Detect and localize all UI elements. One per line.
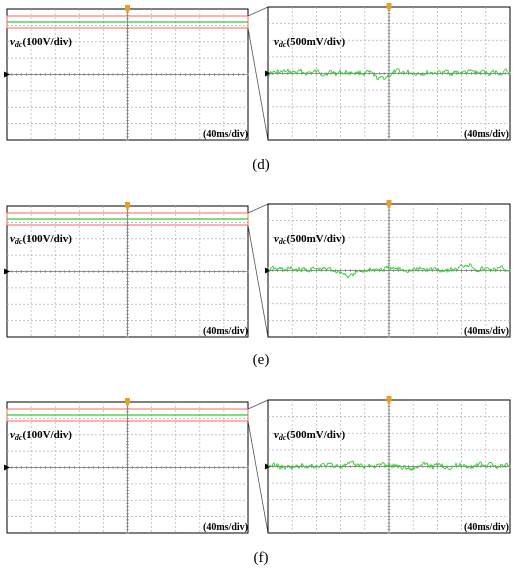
zoom-connector-top — [247, 6, 269, 17]
left-timebase-label: (40ms/div) — [203, 129, 248, 140]
left-scale-label: vdc(100V/div) — [10, 36, 72, 49]
oscilloscope-pair: vdc(100V/div) vdc(500mV/div) (40ms/div) … — [0, 197, 522, 342]
trigger-marker — [125, 398, 130, 406]
zoomed-voltage-trace — [267, 262, 511, 280]
zoom-connector-bottom — [247, 27, 269, 141]
trigger-marker — [125, 202, 130, 210]
figure-panel-d: vdc(100V/div) vdc(500mV/div) (40ms/div) … — [0, 0, 522, 190]
scope-svg — [4, 200, 511, 338]
trigger-marker — [386, 200, 392, 208]
zoom-connector-top — [247, 203, 269, 214]
right-timebase-label: (40ms/div) — [464, 129, 509, 140]
panel-caption: (e) — [252, 352, 270, 368]
left-timebase-label: (40ms/div) — [203, 326, 248, 337]
right-scale-label: vdc(500mV/div) — [274, 233, 346, 246]
zoom-connector-bottom — [247, 420, 269, 534]
zoomed-voltage-trace — [267, 68, 511, 81]
zoom-connector-top — [247, 399, 269, 410]
left-timebase-label: (40ms/div) — [203, 522, 248, 533]
ground-marker — [265, 70, 271, 77]
oscilloscope-pair: vdc(100V/div) vdc(500mV/div) (40ms/div) … — [0, 393, 522, 538]
panel-caption: (f) — [253, 550, 269, 566]
left-scope-screen — [4, 5, 249, 141]
right-timebase-label: (40ms/div) — [464, 522, 509, 533]
ground-marker — [265, 267, 271, 274]
scope-svg — [4, 396, 511, 534]
right-scale-label: vdc(500mV/div) — [274, 36, 346, 49]
scope-svg — [4, 3, 511, 141]
left-scope-screen — [4, 202, 249, 338]
figure-panel-f: vdc(100V/div) vdc(500mV/div) (40ms/div) … — [0, 393, 522, 583]
panel-caption: (d) — [252, 157, 270, 173]
left-scope-screen — [4, 398, 249, 534]
zoom-connector-lines — [247, 399, 269, 534]
ground-marker — [4, 464, 10, 471]
trigger-marker — [386, 3, 392, 11]
ground-marker — [4, 71, 10, 78]
left-scale-label: vdc(100V/div) — [10, 429, 72, 442]
trigger-marker — [386, 396, 392, 404]
zoomed-voltage-trace — [267, 460, 511, 472]
trigger-marker — [125, 5, 130, 13]
right-scope-screen — [265, 3, 511, 141]
zoom-connector-lines — [247, 6, 269, 141]
right-scope-screen — [265, 396, 511, 534]
right-scale-label: vdc(500mV/div) — [274, 429, 346, 442]
zoom-connector-lines — [247, 203, 269, 338]
zoom-connector-bottom — [247, 224, 269, 338]
oscilloscope-pair: vdc(100V/div) vdc(500mV/div) (40ms/div) … — [0, 0, 522, 145]
ground-marker — [265, 463, 271, 470]
right-timebase-label: (40ms/div) — [464, 326, 509, 337]
left-scale-label: vdc(100V/div) — [10, 233, 72, 246]
right-scope-screen — [265, 200, 511, 338]
ground-marker — [4, 268, 10, 275]
figure-panel-e: vdc(100V/div) vdc(500mV/div) (40ms/div) … — [0, 197, 522, 387]
